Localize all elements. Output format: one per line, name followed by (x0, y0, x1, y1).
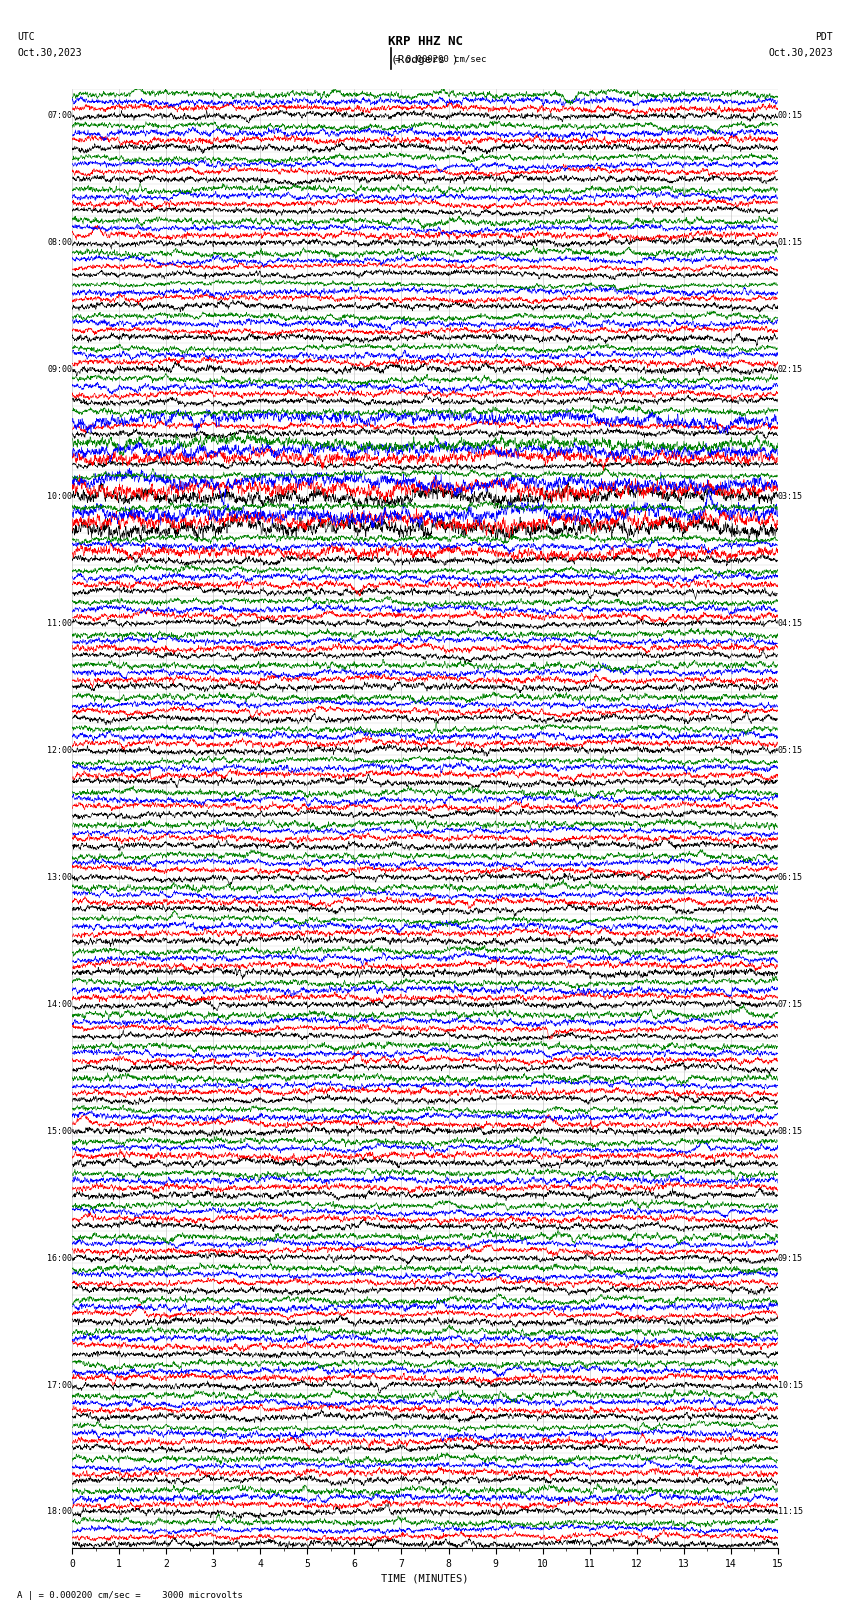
Text: 14:00: 14:00 (47, 1000, 72, 1008)
Text: = 0.000200 cm/sec: = 0.000200 cm/sec (395, 55, 486, 63)
Text: 00:15: 00:15 (778, 111, 803, 121)
Text: UTC: UTC (17, 32, 35, 42)
Text: 07:15: 07:15 (778, 1000, 803, 1008)
Text: 09:00: 09:00 (47, 365, 72, 374)
Text: 01:15: 01:15 (778, 239, 803, 247)
Text: Oct.30,2023: Oct.30,2023 (768, 48, 833, 58)
Text: 09:15: 09:15 (778, 1253, 803, 1263)
Text: 04:15: 04:15 (778, 619, 803, 627)
Text: 02:15: 02:15 (778, 365, 803, 374)
Text: 05:15: 05:15 (778, 745, 803, 755)
Text: 13:00: 13:00 (47, 873, 72, 882)
Text: 03:15: 03:15 (778, 492, 803, 502)
Text: 10:15: 10:15 (778, 1381, 803, 1389)
Text: 15:00: 15:00 (47, 1126, 72, 1136)
Text: 06:15: 06:15 (778, 873, 803, 882)
Text: 10:00: 10:00 (47, 492, 72, 502)
Text: 07:00: 07:00 (47, 111, 72, 121)
Text: 18:00: 18:00 (47, 1508, 72, 1516)
Text: A | = 0.000200 cm/sec =    3000 microvolts: A | = 0.000200 cm/sec = 3000 microvolts (17, 1590, 243, 1600)
Text: KRP HHZ NC: KRP HHZ NC (388, 35, 462, 48)
Text: Oct.30,2023: Oct.30,2023 (17, 48, 82, 58)
Text: PDT: PDT (815, 32, 833, 42)
Text: 08:15: 08:15 (778, 1126, 803, 1136)
X-axis label: TIME (MINUTES): TIME (MINUTES) (382, 1573, 468, 1582)
Text: 17:00: 17:00 (47, 1381, 72, 1389)
Text: 08:00: 08:00 (47, 239, 72, 247)
Text: 11:15: 11:15 (778, 1508, 803, 1516)
Text: 12:00: 12:00 (47, 745, 72, 755)
Text: 16:00: 16:00 (47, 1253, 72, 1263)
Text: 11:00: 11:00 (47, 619, 72, 627)
Text: (Rodgers ): (Rodgers ) (391, 55, 459, 65)
